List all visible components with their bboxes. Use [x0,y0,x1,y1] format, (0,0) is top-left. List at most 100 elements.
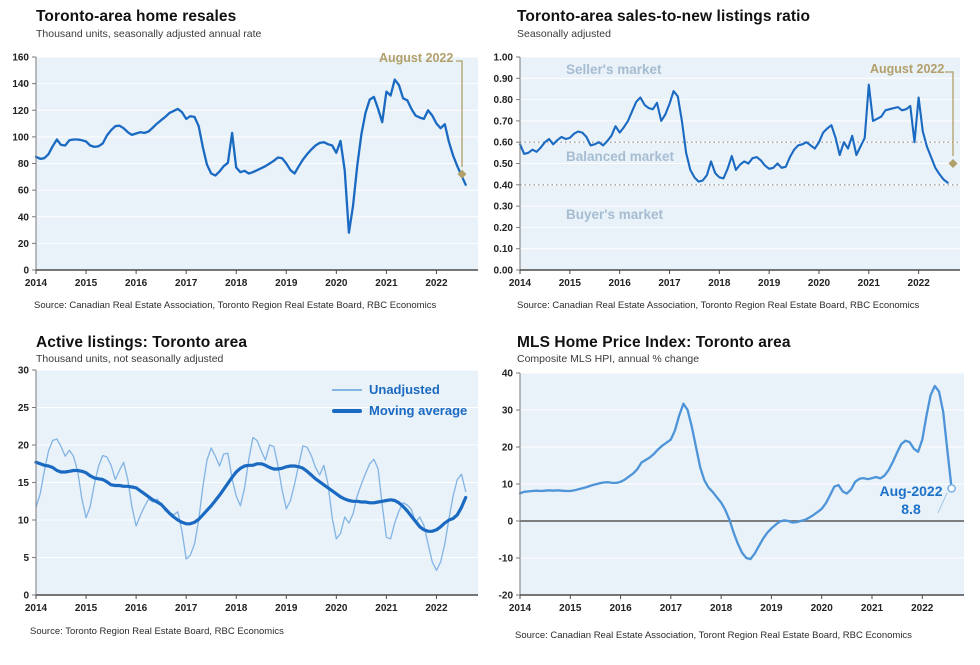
y-tick-label: 0 [23,266,29,277]
x-tick-label: 2020 [808,278,831,289]
x-tick-label: 2016 [609,603,632,614]
region-label-sellers-market: Seller's market [566,62,662,77]
region-label-balanced-market: Balanced market [566,149,675,164]
y-tick-label: 0.90 [494,74,514,85]
x-tick-label: 2017 [175,278,198,289]
y-tick-label: 0.70 [494,116,514,127]
y-tick-label: 0.10 [494,244,514,255]
y-tick-label: 0.20 [494,223,514,234]
annotation-august-2022: August 2022 [379,51,454,65]
y-tick-label: 0.30 [494,202,514,213]
unadjusted-line-swatch [332,388,362,391]
ratio-line [518,83,949,184]
y-tick-label: 20 [18,239,30,250]
chart-subtitle: Thousand units, seasonally adjusted annu… [36,28,262,40]
x-tick-label: 2018 [710,603,733,614]
x-tick-label: 2019 [760,603,783,614]
x-tick-label: 2014 [509,278,532,289]
y-tick-label: 20 [18,441,30,452]
end-marker-diamond [948,159,958,168]
x-tick-label: 2022 [425,603,448,614]
x-tick-label: 2022 [908,278,931,289]
chart-subtitle: Seasonally adjusted [517,28,611,40]
x-tick-label: 2015 [559,278,582,289]
source-note: Source: Canadian Real Estate Association… [517,300,920,311]
y-tick-label: -20 [499,591,514,602]
annotation-august-2022: August 2022 [870,62,945,76]
y-tick-label: 15 [18,478,30,489]
y-tick-label: 5 [23,553,29,564]
x-tick-label: 2015 [75,278,98,289]
y-tick-label: 30 [502,406,514,417]
x-tick-label: 2020 [811,603,834,614]
x-tick-label: 2015 [75,603,98,614]
y-tick-label: 1.00 [494,53,514,64]
legend-label-unadjusted: Unadjusted [369,382,440,397]
x-tick-label: 2022 [911,603,934,614]
x-tick-label: 2017 [175,603,198,614]
y-tick-label: 40 [502,369,514,380]
x-tick-label: 2020 [325,603,348,614]
x-tick-label: 2021 [375,278,398,289]
y-tick-label: -10 [499,554,514,565]
x-tick-label: 2016 [125,603,148,614]
x-tick-label: 2019 [275,278,298,289]
x-tick-label: 2016 [609,278,632,289]
home-resales-plot: 0 20 40 60 80 100 120 140 160 2014 2015 2016 2017 201… [0,0,490,330]
active-listings-plot: 0 5 10 15 20 25 30 2014 2015 2016 2017 2018 2019 2020… [0,330,490,660]
x-tick-label: 2017 [660,603,683,614]
legend-row-unadjusted: Unadjusted [332,382,467,397]
annotation-date: Aug-2022 [879,483,943,499]
y-tick-label: 0.80 [494,95,514,106]
x-tick-label: 2019 [275,603,298,614]
y-tick-label: 30 [18,366,30,377]
x-tick-label: 2021 [858,278,881,289]
x-tick-label: 2022 [425,278,448,289]
y-tick-label: 25 [18,403,30,414]
callout-line [945,71,954,156]
chart-cell-home-resales: 0 20 40 60 80 100 120 140 160 2014 2015 2016 2017 201… [0,0,490,330]
source-note: Source: Canadian Real Estate Association… [515,630,912,641]
home-resales-svg: 0 20 40 60 80 100 120 140 160 2014 2015 2016 2017 201… [12,53,478,289]
x-tick-label: 2014 [509,603,532,614]
y-tick-label: 0 [507,517,513,528]
y-tick-label: 60 [18,186,30,197]
x-tick-label: 2018 [225,603,248,614]
y-tick-label: 0.50 [494,159,514,170]
x-tick-label: 2014 [25,603,48,614]
region-label-buyers-market: Buyer's market [566,207,664,222]
x-tick-label: 2018 [225,278,248,289]
legend-label-moving-average: Moving average [369,403,468,418]
sales-to-new-listings-svg: 0.00 0.10 0.20 0.30 0.40 0.50 0.60 0.70 0.80 0.90… [494,53,960,289]
end-marker-diamond [457,169,467,179]
chart-cell-mls-hpi: -20 -10 0 10 20 30 40 2014 2015 2016 2017 2018 2019 2… [490,330,980,660]
sales-to-new-listings-plot: 0.00 0.10 0.20 0.30 0.40 0.50 0.60 0.70 0.80 0.90… [490,0,980,330]
chart-title: MLS Home Price Index: Toronto area [517,334,791,351]
x-tick-label: 2015 [559,603,582,614]
chart-cell-sales-to-new-listings: 0.00 0.10 0.20 0.30 0.40 0.50 0.60 0.70 0.80 0.90… [490,0,980,330]
resales-line [34,78,467,234]
x-tick-label: 2020 [325,278,348,289]
y-tick-label: 40 [18,212,30,223]
x-tick-label: 2019 [758,278,781,289]
chart-subtitle: Thousand units, not seasonally adjusted [36,353,224,365]
y-tick-label: 0.60 [494,138,514,149]
y-tick-label: 80 [18,159,30,170]
source-note: Source: Canadian Real Estate Association… [34,300,437,311]
source-note: Source: Toronto Region Real Estate Board… [30,626,284,637]
chart-subtitle: Composite MLS HPI, annual % change [517,353,700,365]
x-tick-label: 2018 [708,278,731,289]
annotation-value: 8.8 [901,501,921,517]
y-tick-label: 0 [23,591,29,602]
x-tick-label: 2021 [861,603,884,614]
callout-line [937,492,948,514]
y-tick-label: 140 [12,79,29,90]
y-tick-label: 20 [502,443,514,454]
callout-line [456,60,463,167]
mls-hpi-svg: -20 -10 0 10 20 30 40 2014 2015 2016 2017 2018 2019 2… [499,369,964,614]
annotation-aug-2022: Aug-2022 8.8 [876,482,946,518]
x-tick-label: 2014 [25,278,48,289]
unadjusted-line [35,436,467,571]
chart-title: Active listings: Toronto area [36,334,248,351]
